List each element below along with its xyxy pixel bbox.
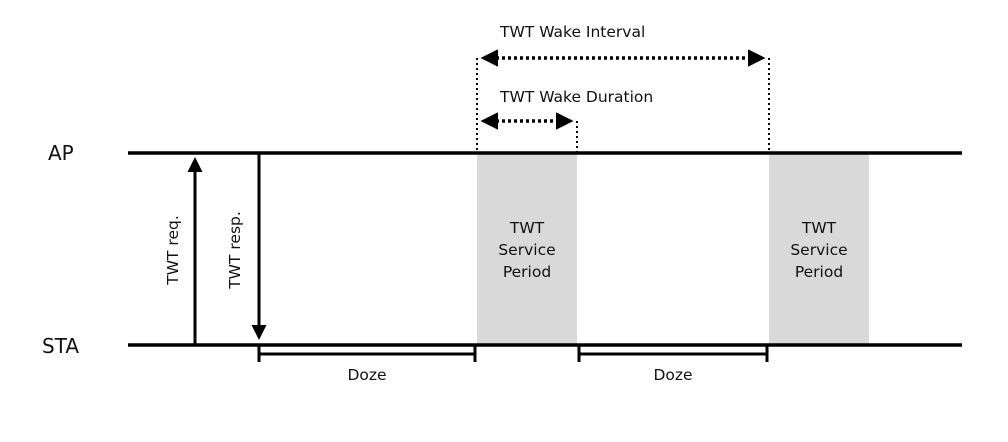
service-period-2-line2: Service xyxy=(790,241,847,259)
service-period-1-line3: Period xyxy=(503,263,551,281)
twt-response-label: TWT resp. xyxy=(226,211,244,290)
ap-label: AP xyxy=(48,141,74,165)
service-period-1-line2: Service xyxy=(498,241,555,259)
doze-bracket-2 xyxy=(577,346,769,362)
doze-label-2: Doze xyxy=(653,366,692,384)
service-period-label-1: TWT Service Period xyxy=(498,219,555,281)
service-period-label-2: TWT Service Period xyxy=(790,219,847,281)
service-period-box-2 xyxy=(769,154,869,344)
doze-bracket-1 xyxy=(257,346,477,362)
wake-duration-label: TWT Wake Duration xyxy=(499,88,653,106)
service-period-2-line3: Period xyxy=(795,263,843,281)
twt-request-label: TWT req. xyxy=(164,215,182,286)
sta-label: STA xyxy=(42,334,79,358)
wake-interval-label: TWT Wake Interval xyxy=(499,23,645,41)
service-period-1-line1: TWT xyxy=(509,219,545,237)
service-period-2-line1: TWT xyxy=(801,219,837,237)
doze-label-1: Doze xyxy=(347,366,386,384)
service-period-box-1 xyxy=(477,154,577,344)
